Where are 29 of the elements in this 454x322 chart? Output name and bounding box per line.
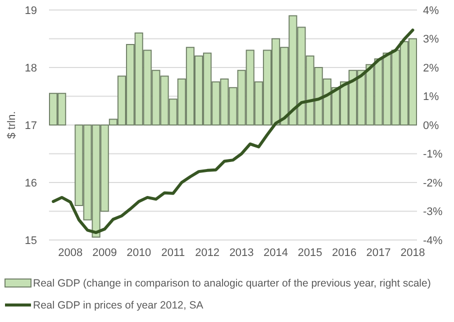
x-tick-label: 2013 (229, 247, 254, 259)
line-series (52, 28, 414, 234)
y2-tick-label: -3% (423, 206, 443, 218)
y-tick-label: 19 (24, 4, 37, 17)
y-tick-label: 15 (24, 234, 37, 247)
x-tick-label: 2008 (58, 247, 83, 259)
y2-tick-label: -4% (423, 234, 443, 247)
x-tick-label: 2010 (126, 247, 152, 259)
y-tick-label: 16 (24, 177, 37, 190)
y-axis-title: $ trln. (6, 111, 18, 139)
x-tick-label: 2009 (92, 247, 117, 259)
x-tick-label: 2014 (264, 247, 288, 259)
y2-tick-label: 4% (423, 4, 440, 17)
y2-tick-label: -2% (423, 177, 443, 190)
y2-tick-label: 0% (423, 120, 440, 132)
x-tick-label: 2011 (161, 247, 185, 259)
y2-tick-label: 3% (423, 34, 440, 46)
y-tick-label: 18 (24, 62, 37, 74)
y2-tick-label: 1% (423, 91, 440, 104)
x-tick-label: 2015 (298, 247, 322, 259)
x-tick-label: 2012 (195, 247, 220, 259)
legend-label: Real GDP (change in comparison to analogic quarter of the previous year, right scale) (33, 278, 431, 290)
x-tick-label: 2016 (332, 247, 356, 259)
y2-tick-label: 2% (423, 62, 440, 74)
x-tick-label: 2018 (400, 247, 425, 259)
x-tick-label: 2017 (366, 247, 391, 259)
legend-label: Real GDP in prices of year 2012, SA (33, 300, 204, 312)
y-tick-label: 17 (24, 120, 37, 132)
y2-tick-label: -1% (423, 148, 443, 161)
